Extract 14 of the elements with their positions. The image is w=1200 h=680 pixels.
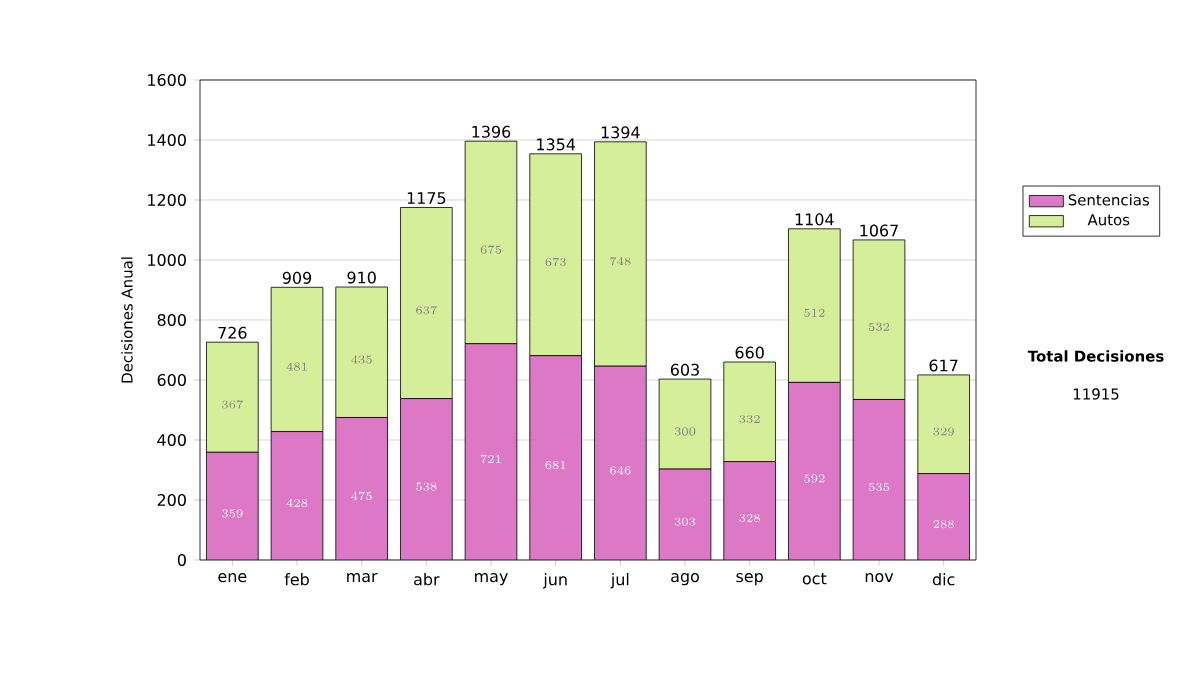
bar: [723, 461, 776, 560]
bar: [659, 469, 711, 560]
bar: [400, 398, 453, 560]
bar: [529, 355, 582, 560]
bar: [723, 361, 776, 462]
bar: [206, 452, 259, 560]
bar: [465, 343, 517, 560]
bar: [594, 366, 647, 560]
bar: [335, 417, 388, 560]
bar: [271, 431, 323, 560]
bar: [917, 473, 970, 560]
bar: [788, 382, 841, 560]
bar: [658, 378, 712, 470]
bar: [853, 399, 905, 560]
